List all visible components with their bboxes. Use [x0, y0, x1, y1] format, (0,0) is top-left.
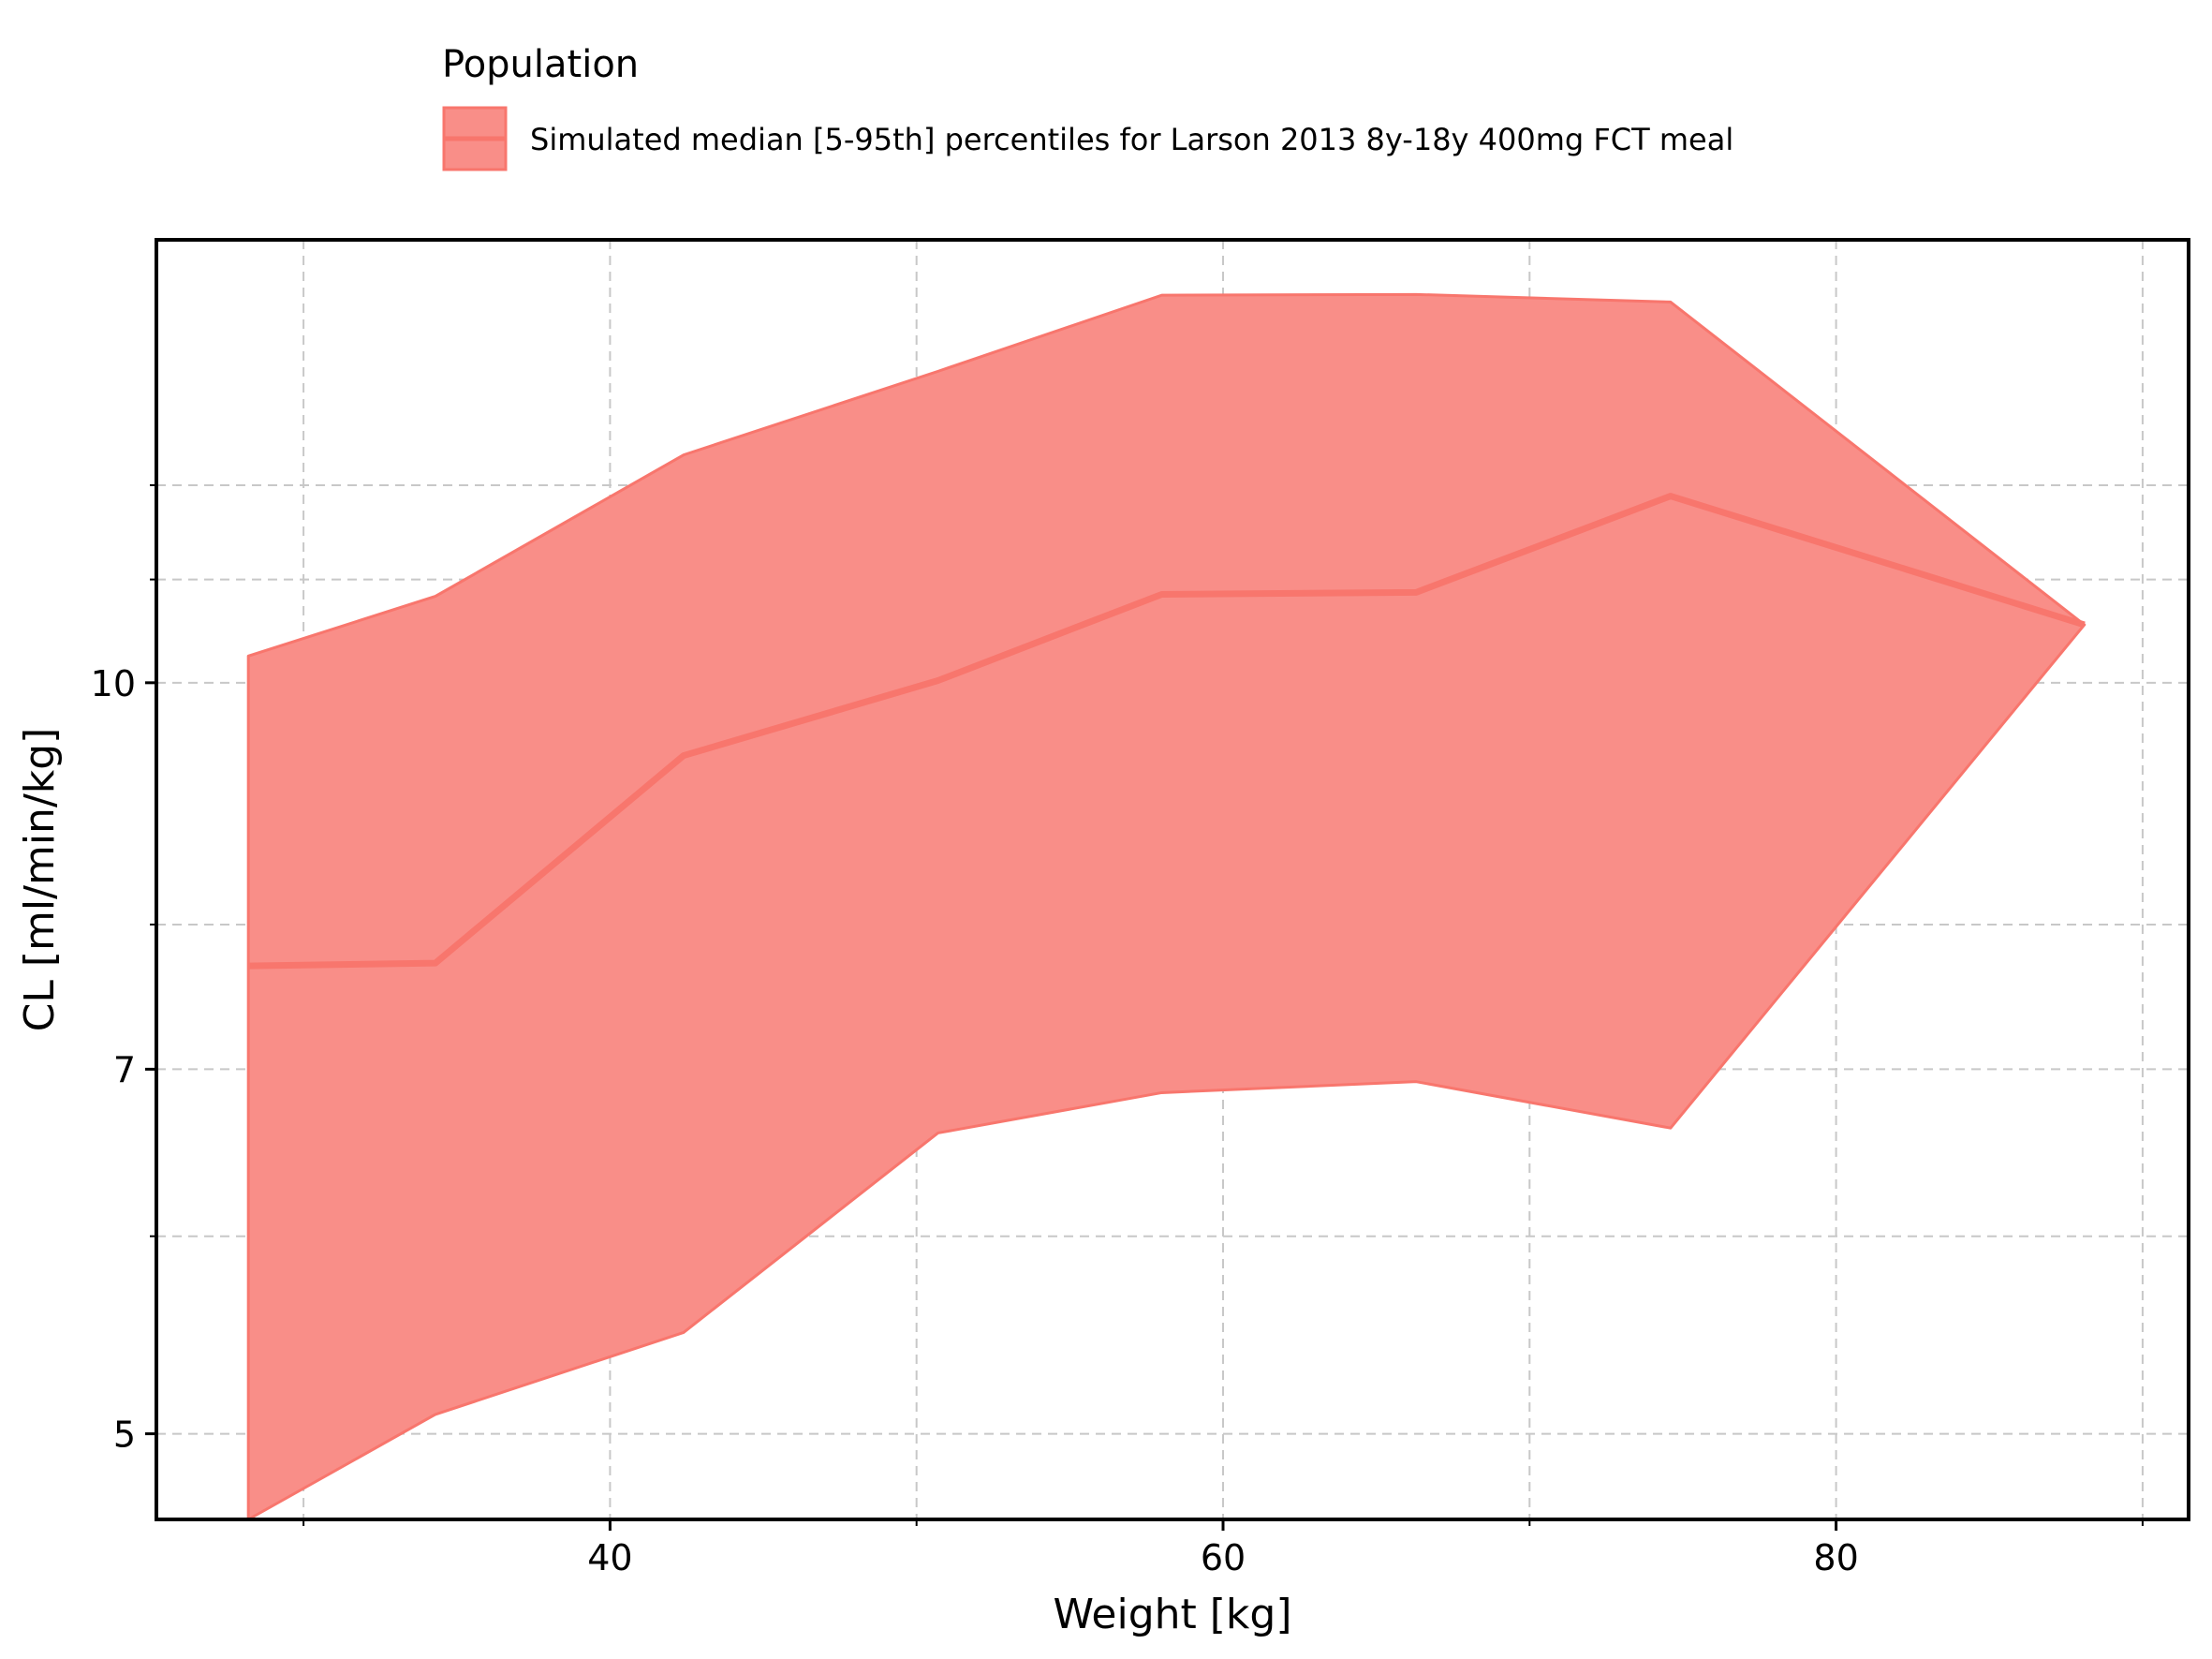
- x-tick-label: 80: [1813, 1537, 1858, 1578]
- legend-title: Population: [442, 43, 639, 86]
- y-tick-label: 7: [113, 1049, 136, 1090]
- plot-frame: [155, 238, 2190, 1521]
- percentile-band-0: [246, 292, 2087, 1521]
- data-layer: [246, 292, 2087, 1521]
- x-tick-label: 40: [587, 1537, 632, 1578]
- x-axis: 40 60 80: [302, 1519, 2144, 1578]
- y-tick-label: 5: [113, 1415, 136, 1456]
- median-line-0: [248, 493, 2086, 970]
- legend: Population Simulated median [5-95th] per…: [442, 43, 1733, 171]
- y-tick-label: 10: [91, 663, 136, 704]
- x-tick-label: 60: [1201, 1537, 1246, 1578]
- x-axis-title: Weight [kg]: [1053, 1591, 1291, 1638]
- legend-entry-label: Simulated median [5-95th] percentiles fo…: [530, 122, 1733, 157]
- y-axis: 5 7 10: [91, 483, 156, 1456]
- y-axis-title: CL [ml/min/kg]: [16, 728, 64, 1032]
